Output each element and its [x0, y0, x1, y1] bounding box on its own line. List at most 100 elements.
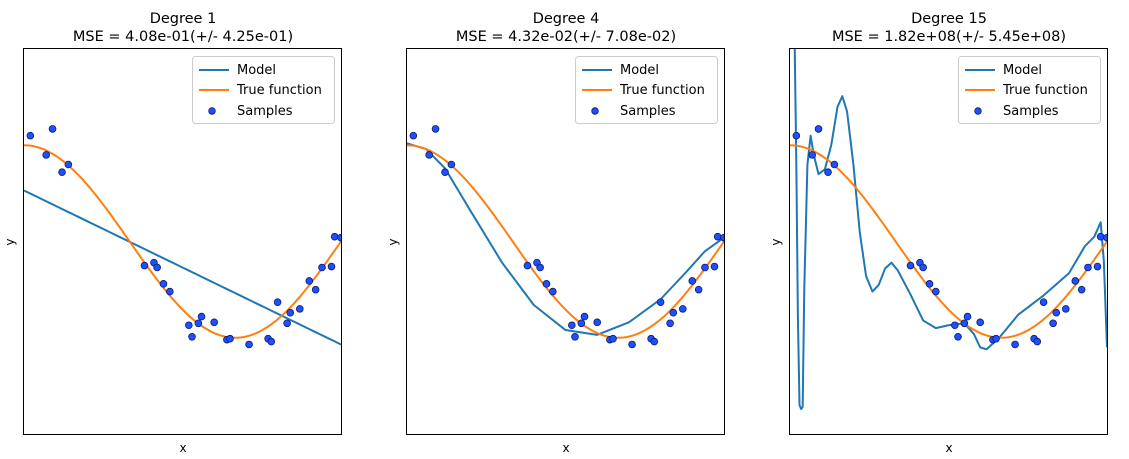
sample-point	[305, 277, 314, 285]
sample-point	[327, 262, 336, 271]
sample-point	[1049, 319, 1057, 328]
sample-point	[568, 321, 576, 330]
plot-clip-group	[24, 125, 341, 349]
sample-point	[814, 125, 823, 133]
sample-point	[159, 280, 168, 288]
legend: Model True function Samples	[575, 56, 718, 124]
model-line	[793, 49, 1107, 410]
sample-point	[185, 321, 193, 330]
sample-point	[245, 340, 253, 349]
sample-point	[906, 261, 915, 270]
sample-point	[694, 285, 703, 294]
sample-point	[992, 334, 1000, 343]
legend-samples-label: Samples	[620, 104, 676, 119]
sample-point	[669, 308, 678, 317]
sample-point	[1033, 337, 1042, 346]
sample-point	[830, 160, 839, 169]
sample-point	[425, 151, 433, 159]
sample-point	[666, 319, 674, 328]
legend-model-label: Model	[1003, 63, 1042, 78]
sample-point	[330, 232, 339, 241]
sample-point	[650, 337, 659, 346]
sample-point	[311, 285, 320, 294]
sample-point	[824, 168, 832, 177]
legend-true-function-label: True function	[619, 83, 705, 98]
legend: Model True function Samples	[192, 56, 335, 124]
sample-point	[153, 263, 161, 272]
axes-frame	[23, 48, 342, 435]
legend-model-label: Model	[620, 63, 659, 78]
subplot-degree-15: Degree 15 MSE = 1.82e+08(+/- 5.45e+08) x…	[769, 11, 1108, 455]
true-function-line	[24, 144, 341, 339]
sample-point	[523, 261, 532, 270]
sample-point	[273, 298, 282, 306]
true-function-line	[407, 144, 724, 339]
sample-point	[1061, 305, 1070, 313]
sample-point	[286, 308, 295, 317]
sample-point	[140, 261, 149, 270]
subplot-title: Degree 15	[911, 11, 987, 27]
sample-point	[792, 131, 801, 140]
y-axis-label: y	[386, 238, 400, 245]
sample-point	[1077, 285, 1086, 294]
sample-point	[42, 151, 50, 159]
sample-point	[571, 332, 579, 341]
subplot-title: Degree 4	[533, 11, 600, 27]
sample-point	[188, 332, 196, 341]
sample-point	[678, 305, 687, 313]
sample-point	[628, 340, 636, 349]
sample-point	[1011, 340, 1019, 349]
plot-area	[24, 125, 341, 349]
sample-point	[925, 280, 934, 288]
x-axis-label: x	[562, 441, 569, 455]
sample-point	[549, 287, 557, 296]
sample-point	[194, 319, 203, 328]
sample-point	[919, 263, 927, 272]
sample-point	[688, 277, 697, 285]
sample-point	[701, 263, 709, 272]
sample-point	[267, 337, 276, 346]
axes-frame	[406, 48, 725, 435]
model-line	[407, 142, 724, 336]
sample-point	[1084, 263, 1092, 272]
sample-point	[447, 160, 456, 169]
legend-samples-swatch	[208, 107, 216, 115]
sample-point	[409, 131, 418, 140]
sample-point	[283, 319, 291, 328]
sample-point	[536, 263, 544, 272]
subplot-mse: MSE = 1.82e+08(+/- 5.45e+08)	[832, 29, 1066, 45]
sample-point	[713, 232, 722, 241]
sample-point	[1096, 232, 1105, 241]
legend-box	[192, 56, 335, 124]
sample-point	[963, 312, 972, 321]
y-axis-label: y	[3, 238, 17, 245]
sample-point	[166, 287, 174, 296]
sample-point	[951, 321, 959, 330]
sample-point	[337, 233, 341, 242]
sample-point	[609, 334, 617, 343]
x-axis-label: x	[179, 441, 186, 455]
sample-point	[1093, 262, 1102, 271]
legend-true-function-label: True function	[236, 83, 322, 98]
sample-point	[1071, 277, 1080, 285]
subplot-mse: MSE = 4.08e-01(+/- 4.25e-01)	[73, 29, 293, 45]
sample-point	[960, 319, 969, 328]
sample-point	[48, 125, 57, 133]
sample-point	[295, 305, 304, 313]
legend-samples-swatch	[974, 107, 982, 115]
sample-point	[26, 131, 35, 140]
plot-clip-group	[407, 125, 724, 349]
sample-point	[542, 280, 551, 288]
subplot-degree-4: Degree 4 MSE = 4.32e-02(+/- 7.08e-02) x …	[386, 11, 725, 455]
sample-point	[710, 262, 719, 271]
sample-point	[226, 334, 234, 343]
sample-point	[318, 263, 326, 272]
plot-area	[407, 125, 724, 349]
legend-samples-label: Samples	[1003, 104, 1059, 119]
sample-point	[954, 332, 962, 341]
plot-clip-group	[790, 49, 1107, 410]
sample-point	[197, 312, 206, 321]
subplot-degree-1: Degree 1 MSE = 4.08e-01(+/- 4.25e-01) x …	[3, 11, 342, 455]
legend-true-function-label: True function	[1002, 83, 1088, 98]
